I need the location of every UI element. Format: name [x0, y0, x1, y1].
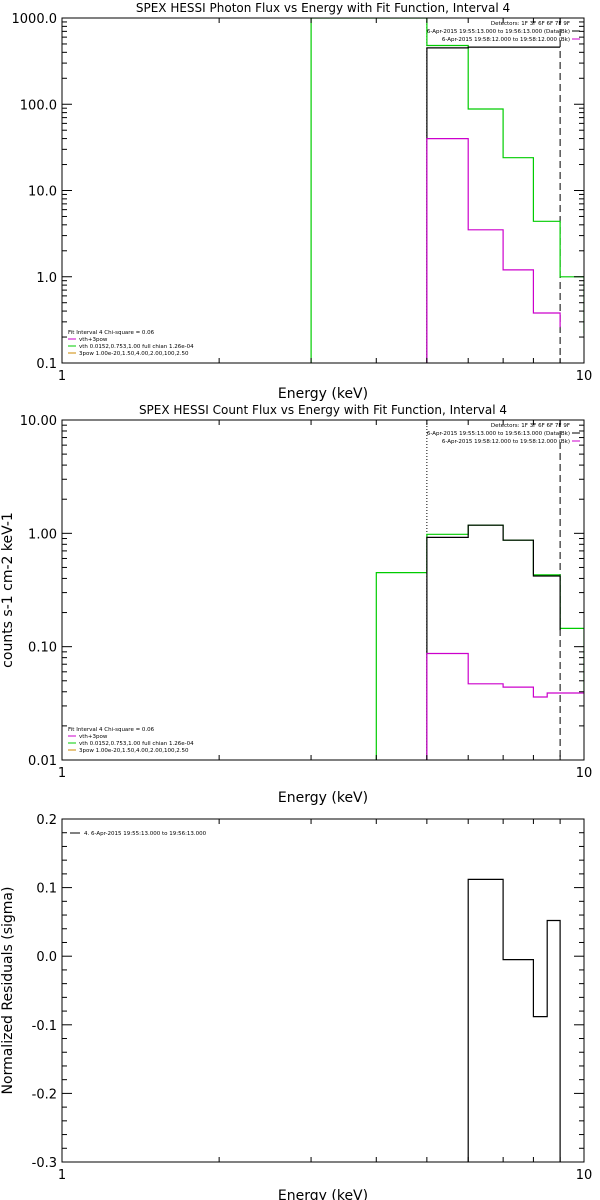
chart-title: SPEX HESSI Count Flux vs Energy with Fit…: [139, 403, 507, 417]
y-tick-label: 1.0: [36, 271, 57, 286]
x-tick-label: 1: [58, 369, 66, 384]
y-tick-label: 0.1: [36, 882, 57, 897]
chart-panel-1: SPEX HESSI Photon Flux vs Energy with Fi…: [12, 1, 593, 402]
series-step-line-2: [426, 46, 561, 363]
y-tick-label: 0.2: [36, 813, 57, 828]
y-tick-label: -0.2: [32, 1087, 57, 1102]
x-tick-label: 1: [58, 1168, 66, 1183]
x-tick-label: 10: [576, 369, 593, 384]
x-tick-label: 10: [576, 1168, 593, 1183]
y-tick-label: 1.00: [28, 527, 57, 542]
x-tick-label: 10: [576, 766, 593, 781]
y-tick-label: 0.10: [28, 641, 57, 656]
plot-frame: [61, 419, 585, 761]
series-step-line-3: [426, 652, 584, 760]
legend-entry: Detectors: 1F 3F 6F 6F 7F 9F: [491, 21, 570, 27]
legend-entry: 3pow 1.00e-20,1.50,4.00,2.00,100,2.50: [79, 748, 189, 754]
y-tick-label: 0.0: [36, 950, 57, 965]
series-step-line-2: [426, 524, 561, 760]
legend-entry: 6-Apr-2015 19:55:13.000 to 19:56:13.000 …: [427, 29, 570, 35]
x-axis-label: Energy (keV): [278, 1188, 368, 1200]
series-step-line-1: [310, 18, 584, 363]
x-tick-label: 1: [58, 766, 66, 781]
y-tick-label: -0.1: [32, 1019, 57, 1034]
legend-entry: Fit Interval 4 Chi-square = 0.06: [68, 330, 155, 336]
legend-entry: Fit Interval 4 Chi-square = 0.06: [68, 727, 155, 733]
legend-entry: 6-Apr-2015 19:58:12.000 to 19:58:12.000 …: [442, 439, 570, 445]
y-tick-label: 100.0: [20, 98, 57, 113]
chart-title: SPEX HESSI Photon Flux vs Energy with Fi…: [136, 1, 510, 15]
y-tick-label: 10.0: [28, 185, 57, 200]
y-tick-label: 0.01: [28, 754, 57, 769]
x-axis-label: Energy (keV): [278, 790, 368, 806]
legend-entry: 6-Apr-2015 19:58:12.000 to 19:58:12.000 …: [442, 37, 570, 43]
series-step-line-1: [467, 878, 561, 1162]
plot-frame: [61, 818, 585, 1163]
series-step-line-3: [426, 138, 561, 363]
y-tick-label: 1000.0: [12, 12, 58, 27]
legend-entry: Detectors: 1F 3F 6F 6F 7F 9F: [491, 423, 570, 429]
y-tick-label: 10.00: [20, 414, 57, 429]
legend-entry: vth+3pow: [79, 734, 108, 740]
legend-entry: 4. 6-Apr-2015 19:55:13.000 to 19:56:13.0…: [84, 831, 207, 837]
legend-entry: vth 0.0152,0.753,1.00 full chian 1.26e-0…: [79, 741, 194, 747]
chart-panel-3: 1 10 -0.3 -0.2 -0.1 0.0 0.1 0.2 Energy (keV) Norm…: [0, 813, 592, 1200]
plot-frame: [61, 17, 585, 364]
y-axis-label: Normalized Residuals (sigma): [0, 887, 16, 1095]
legend-entry: vth 0.0152,0.753,1.00 full chian 1.26e-0…: [79, 344, 194, 350]
y-tick-label: -0.3: [32, 1156, 57, 1171]
legend-entry: 6-Apr-2015 19:55:13.000 to 19:56:13.000 …: [427, 431, 570, 437]
series-step-line-1: [375, 524, 584, 760]
y-axis-label: counts s-1 cm-2 keV-1: [0, 512, 16, 668]
x-axis-label: Energy (keV): [278, 386, 368, 402]
legend-entry: 3pow 1.00e-20,1.50,4.00,2.00,100,2.50: [79, 351, 189, 357]
legend-entry: vth+3pow: [79, 337, 108, 343]
chart-panel-2: SPEX HESSI Count Flux vs Energy with Fit…: [0, 403, 592, 806]
y-tick-label: 0.1: [36, 357, 57, 372]
